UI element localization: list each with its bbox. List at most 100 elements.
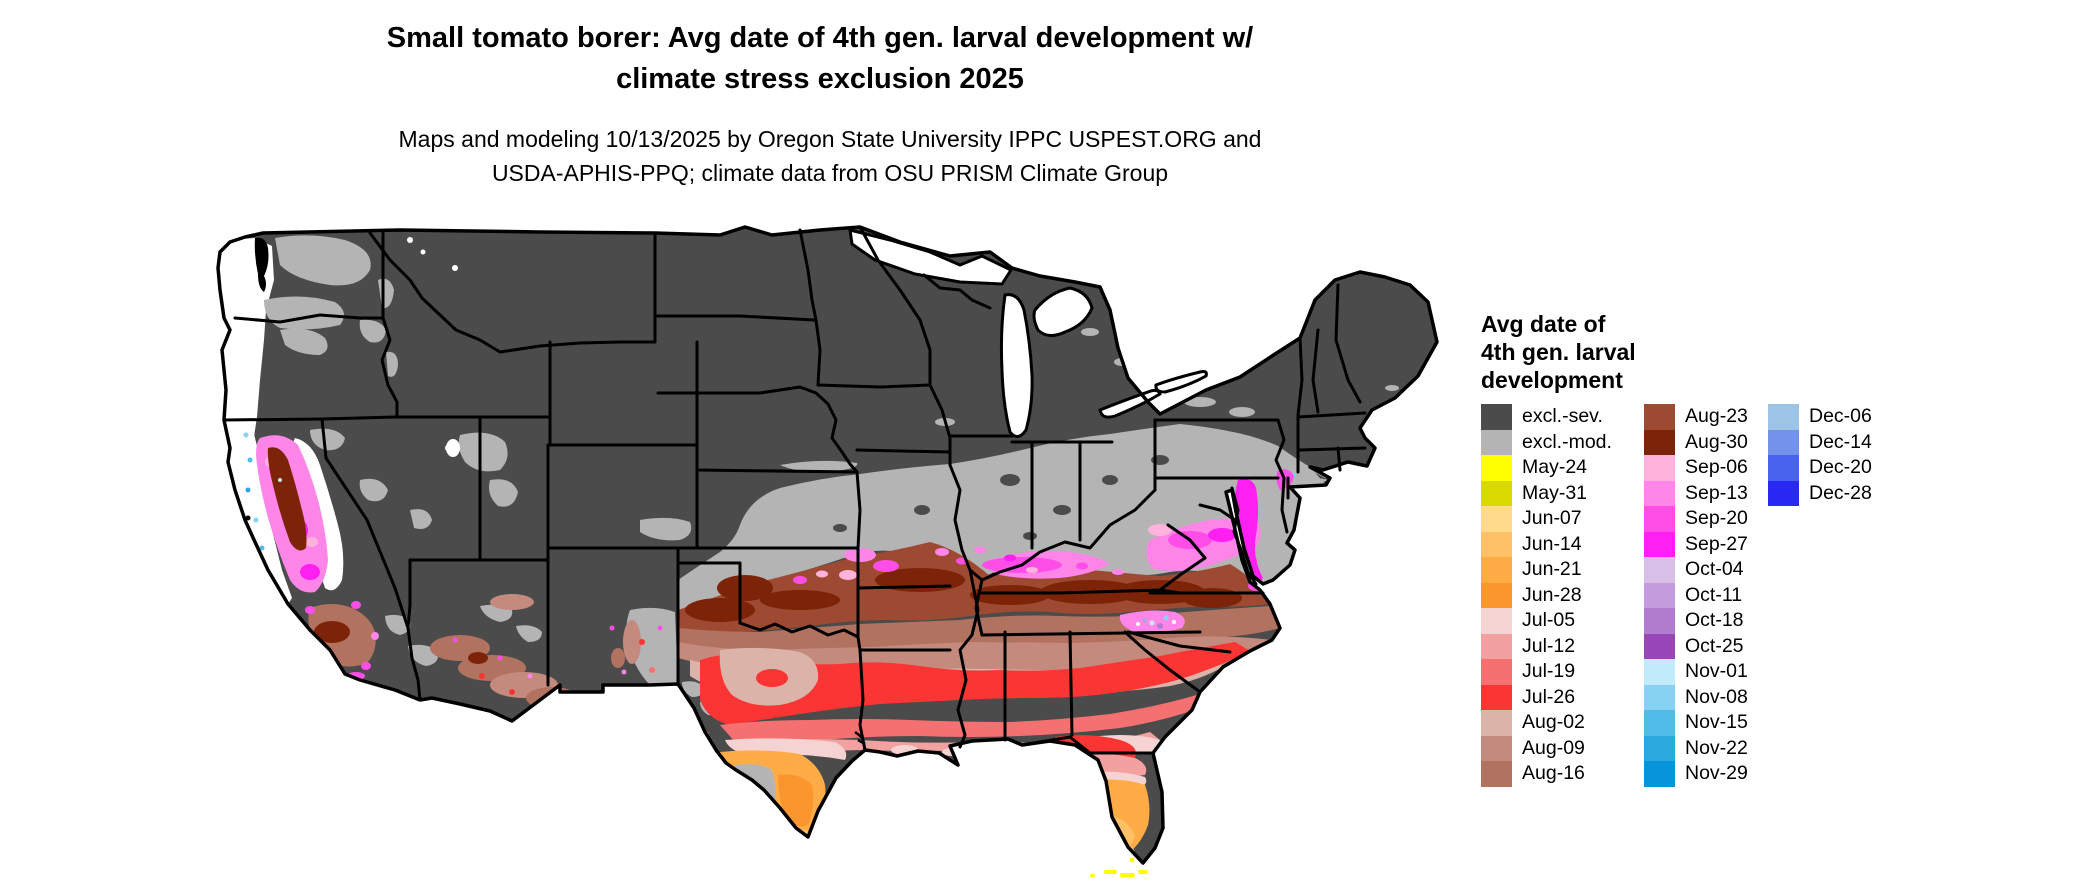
legend-entry: Oct-18 (1644, 608, 1748, 634)
legend-swatch (1644, 633, 1675, 659)
legend-swatch (1481, 531, 1512, 557)
legend-swatch (1481, 506, 1512, 532)
legend-entry-label: Dec-06 (1809, 405, 1872, 428)
legend-entry-label: Nov-01 (1685, 660, 1748, 683)
legend-entry: Jul-05 (1481, 608, 1612, 634)
legend-entry: Jul-12 (1481, 633, 1612, 659)
map-subtitle-line2: USDA-APHIS-PPQ; climate data from OSU PR… (491, 160, 1169, 186)
legend-entry: Nov-22 (1644, 735, 1748, 761)
legend-swatch (1481, 429, 1512, 455)
legend-entry-label: Aug-16 (1522, 762, 1585, 785)
legend-swatch (1644, 404, 1675, 430)
legend-entry-label: Dec-28 (1809, 481, 1872, 504)
legend-entry-label: Oct-18 (1685, 609, 1744, 632)
legend-title-line1: Avg date of (1481, 311, 1606, 337)
legend-entry: Sep-27 (1644, 531, 1748, 557)
legend-entry: May-31 (1481, 480, 1612, 506)
legend-swatch (1644, 480, 1675, 506)
legend-entry-label: May-24 (1522, 456, 1588, 479)
legend-entry-label: Jun-14 (1522, 532, 1582, 555)
legend-entry: Nov-15 (1644, 710, 1748, 736)
legend-swatch (1644, 455, 1675, 481)
legend-swatch (1481, 404, 1512, 430)
legend-entry-label: Aug-30 (1685, 430, 1748, 453)
legend-entry: Jun-07 (1481, 506, 1612, 532)
legend-entry-label: Aug-23 (1685, 405, 1748, 428)
legend-entry-label: Dec-14 (1809, 430, 1872, 453)
legend-entry: May-24 (1481, 455, 1612, 481)
legend-entry: Oct-04 (1644, 557, 1748, 583)
legend-entry-label: Sep-20 (1685, 507, 1748, 530)
legend-entry: Jul-19 (1481, 659, 1612, 685)
legend-swatch (1481, 582, 1512, 608)
legend-swatch (1644, 684, 1675, 710)
legend-swatch (1644, 608, 1675, 634)
legend-entry-label: Oct-11 (1685, 583, 1743, 606)
legend-title-line2: 4th gen. larval (1481, 339, 1636, 365)
legend-entry: Aug-02 (1481, 710, 1612, 736)
legend-swatch (1481, 735, 1512, 761)
us-choropleth-map (160, 180, 1490, 892)
legend-entry-label: Oct-25 (1685, 634, 1744, 657)
legend-column-2: Aug-23 Aug-30 Sep-06 Sep-13 Sep-20 Sep-27 Oct-… (1644, 404, 1748, 787)
legend-entry-label: Nov-29 (1685, 762, 1748, 785)
legend-title: Avg date of 4th gen. larval development (1481, 310, 1636, 394)
legend-entry-label: May-31 (1522, 481, 1588, 504)
legend-entry-label: Jun-07 (1522, 507, 1582, 530)
legend-entry: Sep-06 (1644, 455, 1748, 481)
legend-swatch (1644, 710, 1675, 736)
legend-entry-label: Sep-06 (1685, 456, 1748, 479)
legend-entry-label: Sep-13 (1685, 481, 1748, 504)
map-title-line2: climate stress exclusion 2025 (616, 63, 1024, 95)
legend-swatch (1644, 506, 1675, 532)
us-outline (216, 225, 1439, 865)
legend-entry: Sep-13 (1644, 480, 1748, 506)
legend-entry: Dec-14 (1768, 429, 1872, 455)
legend-entry: Oct-25 (1644, 633, 1748, 659)
legend-entry: excl.-mod. (1481, 429, 1612, 455)
legend-swatch (1481, 557, 1512, 583)
legend-entry: Jun-14 (1481, 531, 1612, 557)
legend-entry-label: excl.-sev. (1522, 405, 1603, 428)
legend-entry-label: Aug-09 (1522, 736, 1585, 759)
legend-column-3: Dec-06 Dec-14 Dec-20 Dec-28 (1768, 404, 1872, 506)
legend-entry: Jun-21 (1481, 557, 1612, 583)
legend-entry: Dec-28 (1768, 480, 1872, 506)
legend-entry: Dec-20 (1768, 455, 1872, 481)
legend-entry-label: Aug-02 (1522, 711, 1585, 734)
legend-entry-label: Jul-12 (1522, 634, 1576, 657)
legend-entry-label: Sep-27 (1685, 532, 1748, 555)
legend-entry: Nov-29 (1644, 761, 1748, 787)
legend-entry-label: Nov-15 (1685, 711, 1748, 734)
legend-entry-label: Jul-19 (1522, 660, 1576, 683)
legend-entry: Nov-01 (1644, 659, 1748, 685)
map-title: Small tomato borer: Avg date of 4th gen.… (170, 18, 1470, 100)
legend-swatch (1481, 659, 1512, 685)
legend-entry-label: Jun-28 (1522, 583, 1582, 606)
legend-entry: excl.-sev. (1481, 404, 1612, 430)
legend-swatch (1481, 761, 1512, 787)
legend-entry-label: excl.-mod. (1522, 430, 1612, 453)
legend-entry: Jun-28 (1481, 582, 1612, 608)
legend-swatch (1644, 761, 1675, 787)
legend-column-1: excl.-sev. excl.-mod. May-24 May-31 Jun-07 Ju… (1481, 404, 1612, 787)
legend-swatch (1481, 480, 1512, 506)
legend-entry: Dec-06 (1768, 404, 1872, 430)
legend-entry: Aug-30 (1644, 429, 1748, 455)
legend-entry: Aug-16 (1481, 761, 1612, 787)
legend-swatch (1644, 557, 1675, 583)
legend-entry: Jul-26 (1481, 684, 1612, 710)
legend-swatch (1481, 608, 1512, 634)
legend-entry-label: Nov-22 (1685, 736, 1748, 759)
legend-swatch (1481, 633, 1512, 659)
legend-swatch (1644, 582, 1675, 608)
legend-swatch (1481, 684, 1512, 710)
legend-entry-label: Jul-26 (1522, 685, 1576, 708)
legend-swatch (1644, 531, 1675, 557)
legend-swatch (1768, 480, 1799, 506)
legend-swatch (1644, 429, 1675, 455)
us-map-svg (216, 225, 1439, 877)
legend-swatch (1768, 455, 1799, 481)
legend-entry: Oct-11 (1644, 582, 1748, 608)
map-subtitle-line1: Maps and modeling 10/13/2025 by Oregon S… (398, 126, 1262, 152)
